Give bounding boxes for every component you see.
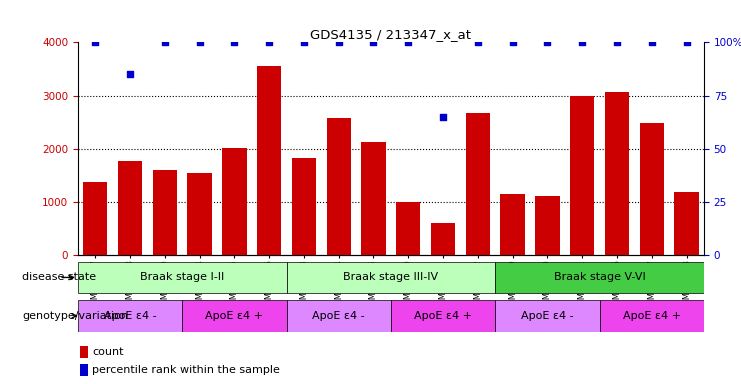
Text: ApoE ε4 -: ApoE ε4 - [313, 311, 365, 321]
Point [159, 39, 170, 45]
Bar [83, 182, 107, 255]
Bar [78, 262, 287, 293]
Bar [80, 346, 87, 358]
Text: Braak stage V-VI: Braak stage V-VI [554, 272, 645, 283]
Point [542, 39, 554, 45]
Bar [187, 173, 212, 255]
Bar [396, 202, 420, 255]
Point [646, 39, 658, 45]
Bar [674, 192, 699, 255]
Bar [222, 148, 247, 255]
Bar [500, 194, 525, 255]
Point [124, 71, 136, 77]
Text: Braak stage III-IV: Braak stage III-IV [343, 272, 439, 283]
Bar [153, 170, 177, 255]
Point [228, 39, 240, 45]
Bar [287, 262, 495, 293]
Bar [391, 300, 495, 331]
Point [402, 39, 414, 45]
Bar [118, 161, 142, 255]
Text: ApoE ε4 -: ApoE ε4 - [521, 311, 574, 321]
Bar [292, 158, 316, 255]
Bar [327, 118, 351, 255]
Title: GDS4135 / 213347_x_at: GDS4135 / 213347_x_at [310, 28, 471, 41]
Text: count: count [92, 347, 124, 357]
Point [611, 39, 623, 45]
Point [193, 39, 205, 45]
Point [472, 39, 484, 45]
Text: ApoE ε4 -: ApoE ε4 - [104, 311, 156, 321]
Text: ApoE ε4 +: ApoE ε4 + [622, 311, 681, 321]
Text: ApoE ε4 +: ApoE ε4 + [414, 311, 472, 321]
Point [89, 39, 101, 45]
Point [333, 39, 345, 45]
Bar [495, 300, 599, 331]
Point [368, 39, 379, 45]
Text: percentile rank within the sample: percentile rank within the sample [92, 365, 280, 375]
Text: disease state: disease state [22, 272, 96, 283]
Point [507, 39, 519, 45]
Bar [78, 300, 182, 331]
Bar [605, 92, 629, 255]
Bar [80, 364, 87, 376]
Point [263, 39, 275, 45]
Bar [465, 113, 490, 255]
Point [681, 39, 693, 45]
Text: genotype/variation: genotype/variation [22, 311, 128, 321]
Bar [362, 142, 385, 255]
Bar [257, 66, 282, 255]
Bar [535, 196, 559, 255]
Text: Braak stage I-II: Braak stage I-II [140, 272, 225, 283]
Point [576, 39, 588, 45]
Bar [570, 96, 594, 255]
Bar [599, 300, 704, 331]
Bar [639, 123, 664, 255]
Bar [287, 300, 391, 331]
Bar [182, 300, 287, 331]
Point [437, 114, 449, 120]
Text: ApoE ε4 +: ApoE ε4 + [205, 311, 263, 321]
Point [298, 39, 310, 45]
Bar [495, 262, 704, 293]
Bar [431, 223, 455, 255]
